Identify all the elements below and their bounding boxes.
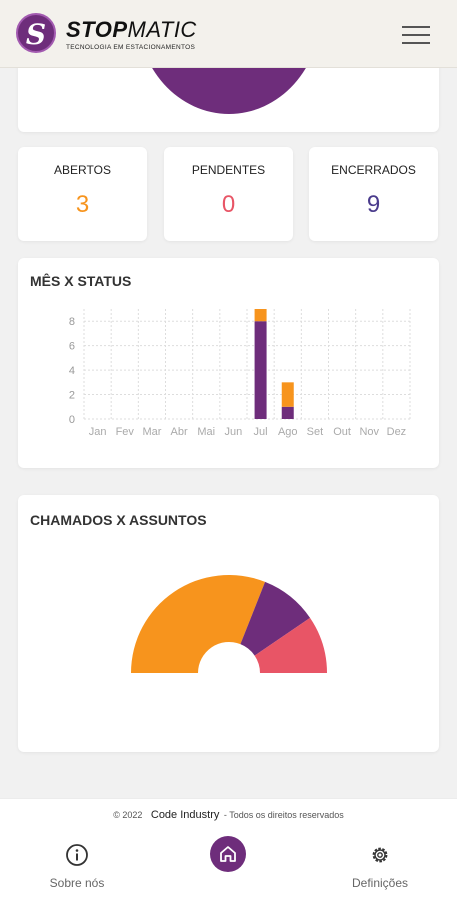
nav-home-button[interactable]	[210, 836, 246, 872]
chart-title: MÊS X STATUS	[30, 273, 132, 289]
bar-segment	[254, 309, 267, 322]
brand-name: STOPMATIC	[66, 17, 197, 43]
copyright-year: © 2022	[113, 810, 143, 820]
x-tick-label: Dez	[387, 426, 407, 438]
x-tick-label: Jul	[254, 426, 268, 438]
y-tick-label: 2	[69, 390, 75, 402]
brand-name-bold: STOP	[66, 17, 128, 42]
stat-card-pendentes: PENDENTES 0	[164, 147, 293, 241]
month-status-bar-chart: 0 2 4 6 8 Jan Fev Mar Abr Mai Jun Jul Ago Set Out Nov De…	[69, 309, 411, 438]
hamburger-menu-icon[interactable]	[402, 26, 430, 44]
stat-label: PENDENTES	[191, 163, 266, 177]
nav-about-label: Sobre nós	[49, 876, 105, 890]
month-status-card: MÊS X STATUS 0 2 4 6 8 Jan Fev Mar Abr Mai Jun Jul A…	[18, 258, 439, 468]
bar-segment	[254, 321, 267, 419]
stat-card-encerrados: ENCERRADOS 9	[309, 147, 438, 241]
stat-value: 3	[75, 191, 90, 218]
x-tick-label: Abr	[171, 426, 188, 438]
brand-name-rest: MATIC	[127, 17, 197, 42]
subjects-donut-chart	[131, 575, 327, 673]
donut-slice	[254, 617, 327, 673]
stat-value: 0	[221, 191, 236, 218]
app-footer: © 2022 Code Industry - Todos os direitos…	[0, 798, 457, 900]
logo-icon: S	[16, 13, 56, 53]
x-tick-label: Jan	[89, 426, 107, 438]
x-tick-label: Jun	[225, 426, 243, 438]
x-tick-label: Ago	[278, 426, 298, 438]
y-tick-label: 0	[69, 414, 75, 426]
nav-about[interactable]: Sobre nós	[27, 843, 127, 890]
x-tick-label: Fev	[116, 426, 135, 438]
x-tick-label: Mar	[142, 426, 161, 438]
y-tick-label: 4	[69, 365, 75, 377]
bar-segment	[281, 406, 294, 419]
copyright-text: © 2022 Code Industry - Todos os direitos…	[0, 809, 457, 821]
stat-value: 9	[366, 191, 381, 218]
rights-text: - Todos os direitos reservados	[223, 810, 344, 820]
app-header: S STOPMATIC TECNOLOGIA EM ESTACIONAMENTO…	[0, 0, 457, 68]
stat-label: ABERTOS	[54, 163, 111, 177]
logo-letter: S	[25, 18, 47, 51]
x-tick-label: Set	[307, 426, 324, 438]
company-name: Code Industry	[150, 809, 220, 821]
chart-title: CHAMADOS X ASSUNTOS	[30, 512, 207, 528]
info-circle-icon	[66, 844, 88, 866]
bar-segment	[281, 382, 294, 407]
stat-label: ENCERRADOS	[331, 163, 416, 177]
donut-slice	[240, 581, 311, 656]
nav-settings[interactable]: Definições	[330, 843, 430, 890]
gear-icon	[372, 847, 388, 863]
y-tick-label: 8	[69, 316, 75, 328]
x-tick-label: Mai	[197, 426, 215, 438]
home-icon	[220, 846, 236, 862]
y-tick-label: 6	[69, 341, 75, 353]
x-tick-label: Out	[333, 426, 351, 438]
donut-slice	[131, 575, 266, 673]
nav-settings-label: Definições	[351, 876, 409, 890]
brand-tagline: TECNOLOGIA EM ESTACIONAMENTOS	[66, 44, 196, 51]
x-tick-label: Nov	[359, 426, 379, 438]
subjects-card: CHAMADOS X ASSUNTOS	[18, 495, 439, 752]
stat-card-abertos: ABERTOS 3	[18, 147, 147, 241]
